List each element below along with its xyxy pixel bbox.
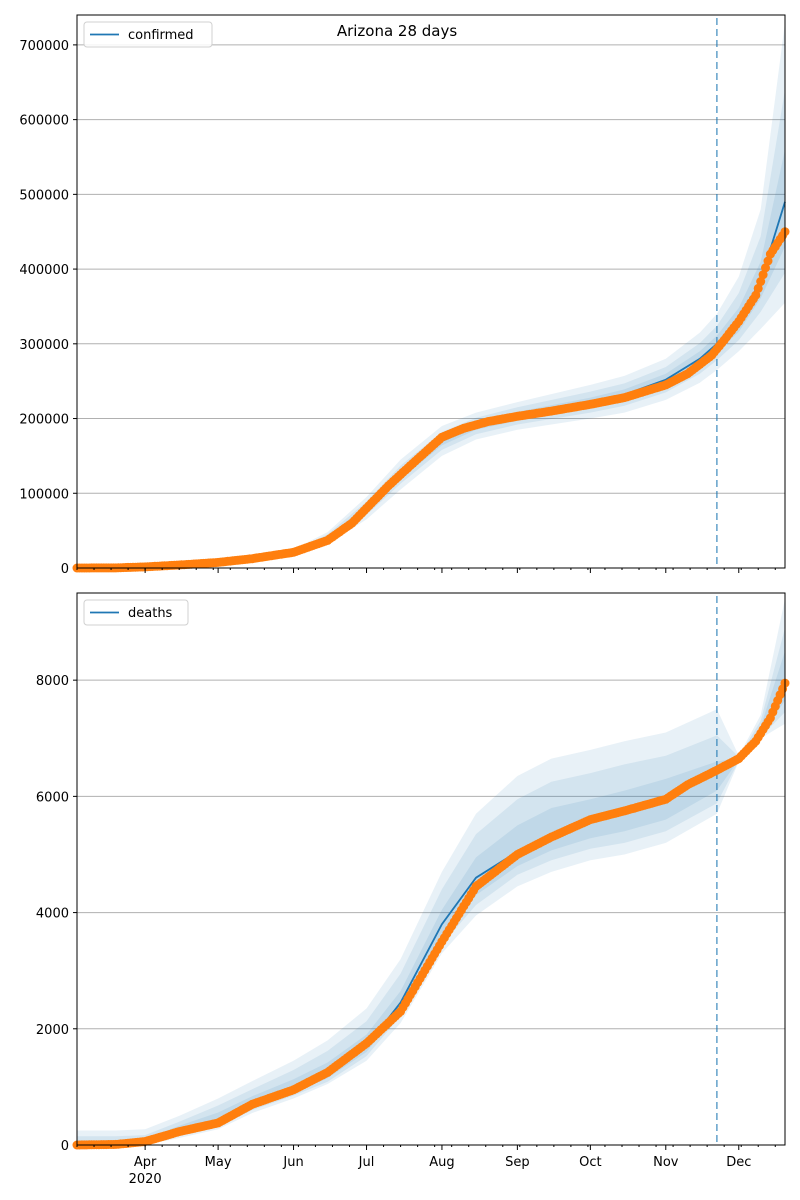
y-tick-label: 8000 — [36, 674, 69, 689]
y-tick-label: 4000 — [36, 907, 69, 922]
uncertainty-band-1 — [77, 22, 785, 568]
legend: confirmed — [83, 21, 213, 48]
x-tick-label: Jul — [358, 1155, 375, 1170]
observed-point — [756, 277, 766, 286]
legend-label: deaths — [128, 606, 173, 621]
legend-label: confirmed — [128, 28, 194, 43]
y-tick-label: 2000 — [36, 1023, 69, 1038]
observed-point — [758, 270, 768, 280]
x-tick-label: Oct — [579, 1155, 601, 1170]
x-tick-label: Sep — [505, 1155, 530, 1170]
x-tick-year-label: 2020 — [129, 1172, 162, 1187]
observed-point — [751, 290, 761, 300]
legend-box — [83, 599, 189, 626]
y-tick-label: 400000 — [19, 263, 69, 278]
y-tick-label: 500000 — [19, 188, 69, 203]
legend-box — [83, 21, 213, 48]
plot-frame — [76, 592, 786, 1146]
x-tick-label: Jun — [282, 1155, 303, 1170]
x-tick-label: Dec — [726, 1155, 751, 1170]
uncertainty-band-1 — [77, 598, 785, 1145]
uncertainty-band-2 — [77, 89, 785, 568]
y-tick-label: 700000 — [19, 39, 69, 54]
y-tick-label: 200000 — [19, 413, 69, 428]
observed-point — [763, 256, 773, 266]
observed-point — [753, 283, 763, 293]
y-tick-label: 100000 — [19, 487, 69, 502]
y-tick-label: 300000 — [19, 338, 69, 353]
y-tick-label: 0 — [61, 1139, 69, 1154]
deaths-panel: 0 2000 4000 6000 8000 Apr 2020 May Jun Jul Aug Sep O… — [36, 592, 790, 1187]
x-tick-label: Aug — [429, 1155, 454, 1170]
y-tick-label: 600000 — [19, 114, 69, 129]
plot-frame — [76, 14, 786, 569]
uncertainty-band-2 — [77, 627, 785, 1145]
legend: deaths — [83, 599, 189, 626]
y-tick-label: 0 — [61, 562, 69, 577]
x-tick-label: Nov — [653, 1155, 679, 1170]
x-tick-label: Apr — [134, 1155, 157, 1170]
x-tick-label: May — [205, 1155, 232, 1170]
confirmed-panel: 0 100000 200000 300000 400000 500000 600000 700… — [19, 14, 790, 577]
figure-title: Arizona 28 days — [337, 22, 458, 40]
observed-point — [761, 263, 770, 273]
y-tick-label: 6000 — [36, 790, 69, 805]
